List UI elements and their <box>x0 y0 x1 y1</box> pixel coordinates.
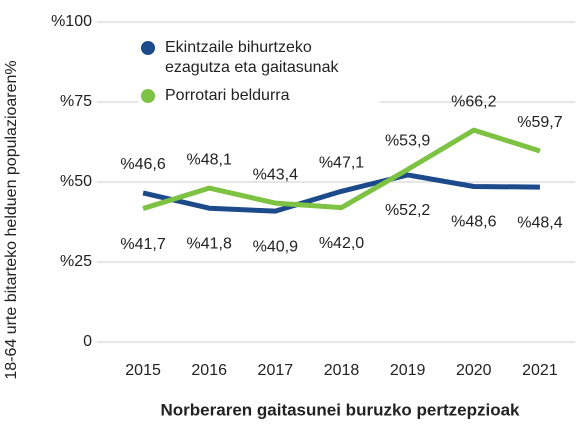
line <box>142 172 540 214</box>
x-tick-label: 2020 <box>456 362 492 379</box>
data-label: %46,6 <box>120 156 165 173</box>
data-label: %66,2 <box>451 93 496 110</box>
data-label: %41,7 <box>120 236 165 253</box>
legend-item: Ekintzaile bihurtzeko ezagutza eta gaita… <box>138 38 370 78</box>
data-label: %48,4 <box>517 214 562 231</box>
data-label: %53,9 <box>385 133 430 150</box>
legend-label: Porrotari beldurra <box>165 87 290 104</box>
x-tick-label: 2021 <box>522 362 558 379</box>
x-tick-label: 2016 <box>191 362 227 379</box>
y-axis-label: 18-64 urte bitarteko helduen populazioar… <box>3 60 20 379</box>
data-label: %59,7 <box>517 114 562 131</box>
y-tick-label: %25 <box>60 253 92 270</box>
legend-marker <box>141 89 155 103</box>
x-tick-label: 2019 <box>390 362 426 379</box>
legend-item: Porrotari beldurra <box>138 86 370 106</box>
y-tick-label: %100 <box>51 13 92 30</box>
x-tick-label: 2018 <box>324 362 360 379</box>
legend-label: Ekintzaile bihurtzeko ezagutza eta gaita… <box>165 39 339 76</box>
legend-marker <box>141 41 155 55</box>
line <box>142 127 541 211</box>
data-label: %43,4 <box>253 166 298 183</box>
y-tick-label: %75 <box>60 93 92 110</box>
y-tick-label: 0 <box>83 333 92 350</box>
data-label: %48,1 <box>187 151 232 168</box>
data-label: %47,1 <box>319 154 364 171</box>
x-tick-label: 2015 <box>125 362 161 379</box>
data-label: %42,0 <box>319 235 364 252</box>
data-label: %48,6 <box>451 214 496 231</box>
y-tick-label: %50 <box>60 173 92 190</box>
x-tick-label: 2017 <box>258 362 294 379</box>
legend: Ekintzaile bihurtzeko ezagutza eta gaita… <box>138 36 380 120</box>
data-label: %41,8 <box>187 235 232 252</box>
data-label: %52,2 <box>385 202 430 219</box>
data-label: %40,9 <box>253 238 298 255</box>
x-axis-label: Norberaren gaitasunei buruzko pertzepzio… <box>161 400 521 419</box>
